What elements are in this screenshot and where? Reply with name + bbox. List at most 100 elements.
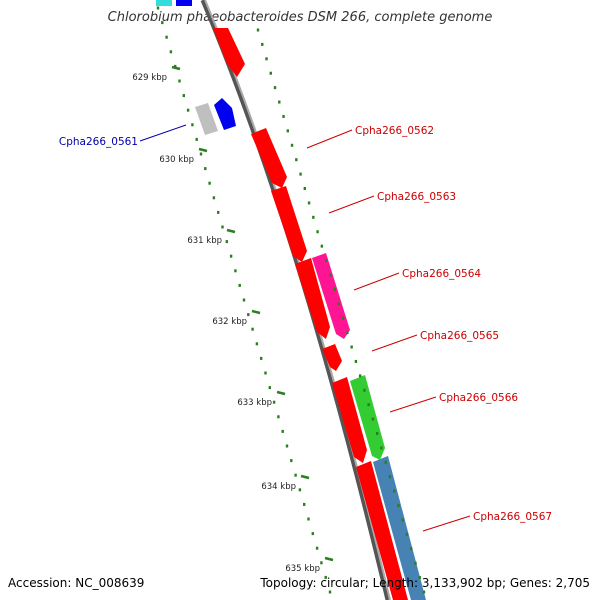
- gene-partial-cyan[interactable]: [156, 0, 172, 6]
- track-dot: [337, 302, 341, 306]
- track-dot: [397, 504, 400, 508]
- track-dot: [247, 313, 250, 317]
- track-dot: [212, 196, 216, 200]
- gene-cpha266-0563[interactable]: [271, 186, 307, 262]
- track-dot: [234, 269, 237, 273]
- track-dot: [380, 446, 383, 450]
- track-dot: [268, 386, 271, 390]
- major-tick: [300, 474, 310, 480]
- track-dot: [311, 532, 314, 536]
- track-dot: [363, 388, 366, 392]
- track-dot: [401, 518, 404, 522]
- gene-cpha266-0566[interactable]: [350, 375, 385, 460]
- track-dot: [199, 152, 203, 156]
- track-dot: [225, 240, 228, 244]
- gene-label-cpha266-0565[interactable]: Cpha266_0565: [420, 330, 499, 342]
- gene-cpha266-0564-red[interactable]: [295, 258, 330, 339]
- track-dot: [354, 359, 358, 363]
- track-dot: [295, 158, 298, 162]
- gene-cpha266-0561[interactable]: [214, 98, 236, 130]
- track-dot: [290, 459, 293, 463]
- gene-label-cpha266-0563[interactable]: Cpha266_0563: [377, 191, 456, 203]
- track-dot: [282, 114, 285, 118]
- track-dot: [294, 473, 297, 477]
- track-dot: [182, 94, 185, 98]
- track-dot: [422, 590, 426, 594]
- tick-label: 634 kbp: [261, 482, 296, 492]
- track-dot: [273, 86, 277, 90]
- gene-partial-blue[interactable]: [176, 0, 192, 6]
- track-dot: [277, 415, 280, 419]
- track-dot: [299, 172, 302, 176]
- gene-leader-line: [371, 334, 418, 352]
- gene-label-cpha266-0567[interactable]: Cpha266_0567: [473, 511, 552, 523]
- tick-label: 632 kbp: [212, 317, 247, 327]
- track-dot: [358, 374, 362, 378]
- track-dot: [208, 181, 211, 185]
- track-dot: [169, 50, 173, 54]
- gene-red-634[interactable]: [356, 461, 408, 600]
- tick-label: 635 kbp: [285, 564, 320, 574]
- track-dot: [324, 259, 328, 263]
- gene-gray[interactable]: [195, 103, 218, 135]
- major-tick: [171, 65, 181, 71]
- major-tick: [251, 309, 261, 315]
- gene-label-cpha266-0564[interactable]: Cpha266_0564: [402, 268, 481, 280]
- track-dot: [186, 108, 190, 112]
- track-dot: [251, 327, 254, 331]
- track-dot: [217, 210, 220, 214]
- track-dot: [320, 244, 324, 248]
- gene-label-cpha266-0562[interactable]: Cpha266_0562: [355, 125, 434, 137]
- track-dot: [260, 356, 263, 360]
- major-tick: [276, 390, 286, 396]
- track-dot: [278, 100, 281, 104]
- track-dot: [307, 517, 310, 521]
- gene-leader-line: [389, 396, 437, 413]
- gene-leader-line: [328, 195, 375, 214]
- track-dot: [341, 316, 345, 320]
- track-dot: [221, 225, 224, 229]
- track-dot: [346, 331, 349, 335]
- tick-label: 631 kbp: [187, 236, 222, 246]
- track-dot: [410, 547, 413, 551]
- track-dot: [384, 460, 387, 464]
- gene-cpha266-0565[interactable]: [322, 344, 342, 371]
- track-dot: [333, 287, 336, 291]
- gene-red-633[interactable]: [332, 377, 367, 463]
- gene-leader-line: [353, 272, 400, 291]
- track-dot: [393, 489, 396, 493]
- map-title: Chlorobium phaeobacteroides DSM 266, com…: [107, 10, 493, 25]
- outer-tick-track: [256, 28, 426, 594]
- gene-partial-red[interactable]: [213, 28, 245, 77]
- gene-label-cpha266-0566[interactable]: Cpha266_0566: [439, 392, 518, 404]
- track-dot: [161, 21, 164, 25]
- track-dot: [286, 129, 289, 133]
- gene-label-cpha266-0561[interactable]: Cpha266_0561: [59, 136, 138, 148]
- major-tick: [226, 228, 236, 234]
- track-dot: [272, 400, 276, 404]
- track-dot: [367, 403, 370, 407]
- track-dot: [307, 201, 311, 205]
- track-dot: [256, 28, 260, 32]
- track-dot: [229, 254, 233, 258]
- gene-leader-line: [139, 124, 187, 142]
- gene-cpha266-0562[interactable]: [251, 128, 287, 188]
- track-dot: [316, 230, 319, 234]
- track-dot: [264, 371, 267, 375]
- track-dot: [290, 143, 294, 147]
- track-dot: [350, 345, 353, 349]
- gene-leader-line: [422, 515, 471, 532]
- gene-cpha266-0564[interactable]: [312, 253, 350, 339]
- genome-backbone: [200, 0, 391, 600]
- major-tick: [324, 556, 334, 562]
- track-dot: [174, 64, 177, 68]
- track-dot: [298, 488, 302, 492]
- track-dot: [324, 575, 327, 579]
- track-dot: [204, 167, 207, 171]
- track-dot: [269, 71, 272, 75]
- major-tick: [198, 147, 208, 153]
- gene-cpha266-0567[interactable]: [373, 456, 426, 600]
- gene-leader-line: [306, 129, 353, 149]
- track-dot: [303, 502, 306, 506]
